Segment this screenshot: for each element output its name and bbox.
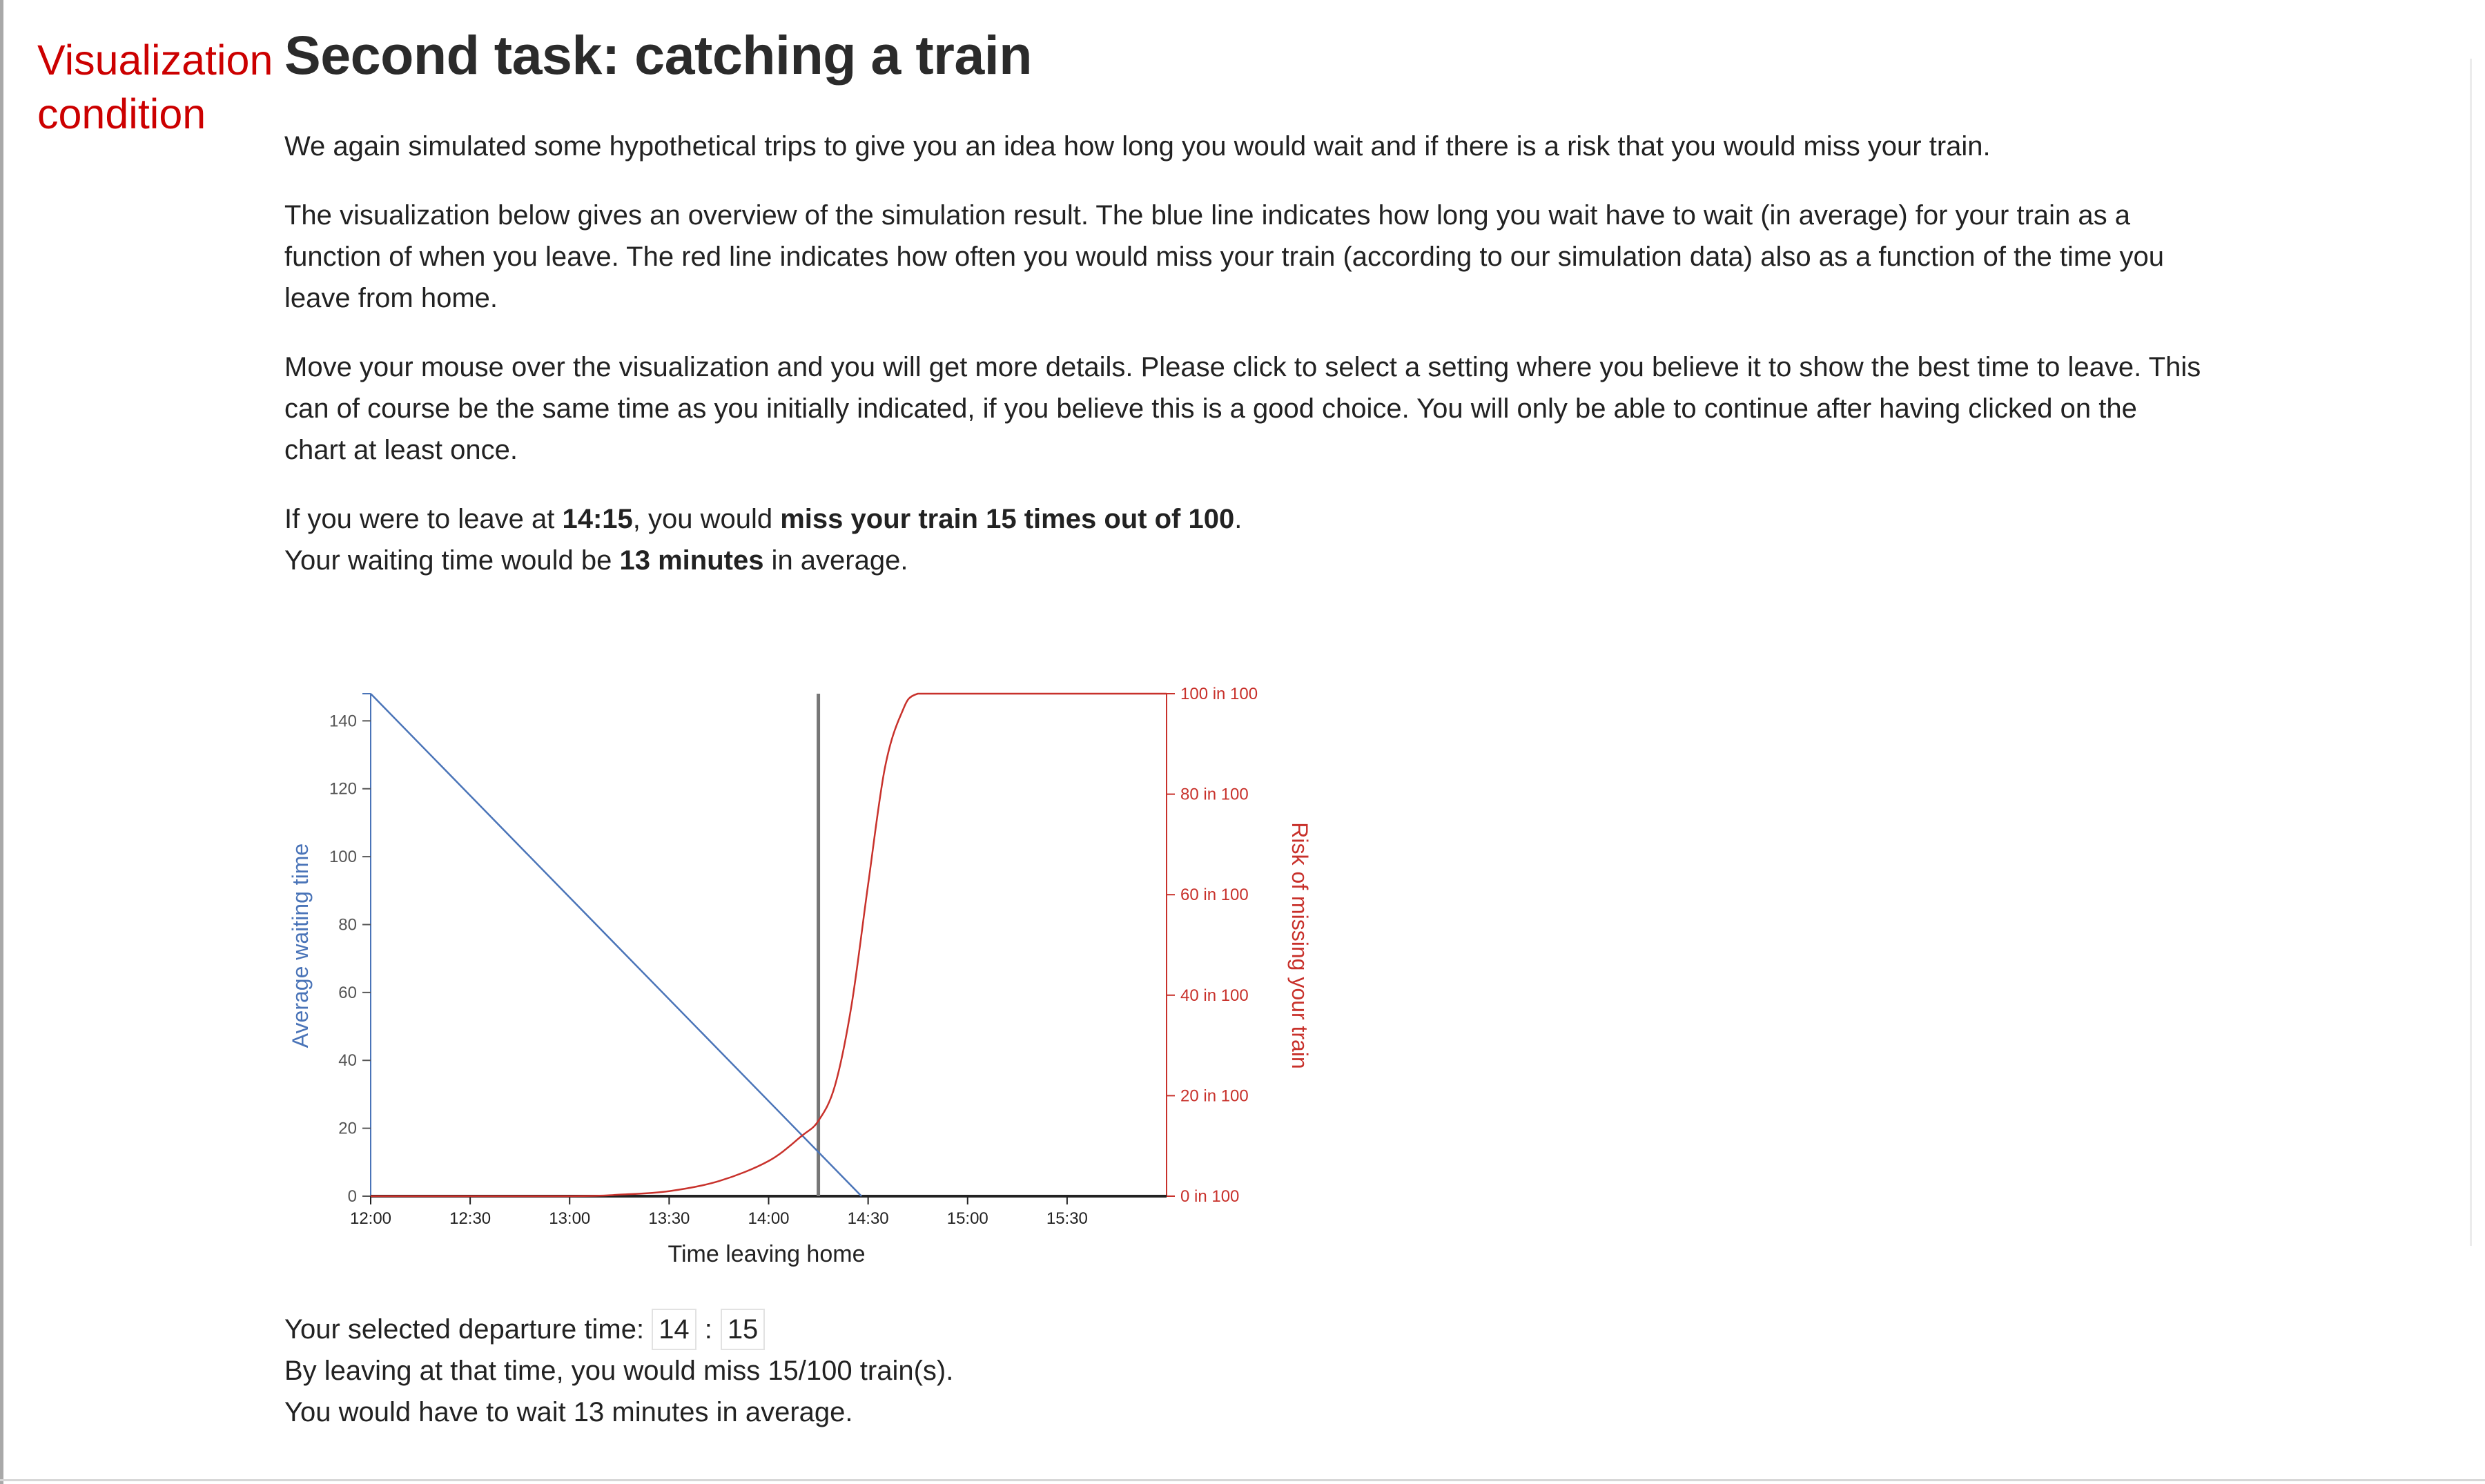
x-axis-tick-label: 14:30	[848, 1209, 889, 1228]
x-axis-tick-label: 14:00	[748, 1209, 789, 1228]
x-axis-tick-label: 13:00	[549, 1209, 590, 1228]
description-paragraph: The visualization below gives an overvie…	[284, 200, 2164, 313]
selected-time-row: Your selected departure time: 14:15	[284, 1309, 953, 1350]
instructions-paragraph: Move your mouse over the visualization a…	[284, 352, 2201, 465]
summary-mid: , you would	[632, 504, 781, 534]
minute-field[interactable]: 15	[720, 1309, 766, 1350]
left-axis-tick-label: 0	[348, 1187, 357, 1206]
left-axis-tick-label: 20	[338, 1120, 357, 1138]
x-axis-tick-label: 13:30	[648, 1209, 690, 1228]
time-separator: :	[704, 1314, 712, 1345]
waiting-time-line	[370, 693, 862, 1197]
left-axis-tick-label: 120	[329, 780, 357, 799]
left-axis-tick-label: 140	[329, 712, 357, 730]
x-axis-tick-label: 12:30	[449, 1209, 491, 1228]
window-bottom-border	[0, 1479, 2485, 1481]
right-axis-tick-label: 40 in 100	[1180, 986, 1249, 1005]
right-axis-tick-label: 100 in 100	[1180, 685, 1258, 703]
left-axis-tick-label: 100	[329, 848, 357, 866]
summary-wait: 13 minutes	[619, 545, 764, 576]
risk-line	[371, 692, 1167, 1198]
hour-field[interactable]: 14	[652, 1309, 696, 1350]
x-axis-tick-label: 12:00	[350, 1209, 391, 1228]
scrollbar-track[interactable]	[2470, 59, 2472, 1246]
right-axis-tick-label: 0 in 100	[1180, 1187, 1239, 1206]
summary-time: 14:15	[562, 504, 633, 534]
right-axis-tick-label: 80 in 100	[1180, 785, 1249, 804]
right-axis-tick-label: 60 in 100	[1180, 886, 1249, 904]
left-axis-tick-label: 40	[338, 1051, 357, 1070]
miss-result-text: By leaving at that time, you would miss …	[284, 1356, 954, 1386]
selection-panel: Your selected departure time: 14:15 By l…	[284, 1309, 953, 1433]
condition-label: Visualization condition	[37, 37, 273, 137]
x-axis-tick-label: 15:00	[947, 1209, 988, 1228]
left-axis-tick-label: 60	[338, 984, 357, 1002]
summary-wait-suffix: in average.	[763, 545, 908, 576]
intro-paragraph: We again simulated some hypothetical tri…	[284, 131, 1991, 162]
summary-prefix: If you were to leave at	[284, 504, 563, 534]
left-axis-tick-label: 80	[338, 915, 357, 934]
wait-result-text: You would have to wait 13 minutes in ave…	[284, 1397, 853, 1427]
summary-wait-prefix: Your waiting time would be	[284, 545, 620, 576]
summary-end: .	[1234, 504, 1242, 534]
window-left-border	[0, 0, 3, 1484]
summary-miss: miss your train 15 times out of 100	[780, 504, 1235, 534]
summary-paragraph: If you were to leave at 14:15, you would…	[284, 498, 2203, 581]
selected-time-label: Your selected departure time:	[284, 1314, 645, 1345]
right-axis-tick-label: 20 in 100	[1180, 1086, 1249, 1105]
page-title: Second task: catching a train	[284, 24, 1033, 86]
x-axis-title: Time leaving home	[668, 1241, 866, 1267]
left-axis-title: Average waiting time	[288, 843, 313, 1048]
right-axis-title: Risk of missing your train	[1287, 822, 1312, 1068]
x-axis-tick-label: 15:30	[1046, 1209, 1088, 1228]
main-content: Second task: catching a train We again s…	[284, 21, 2203, 581]
